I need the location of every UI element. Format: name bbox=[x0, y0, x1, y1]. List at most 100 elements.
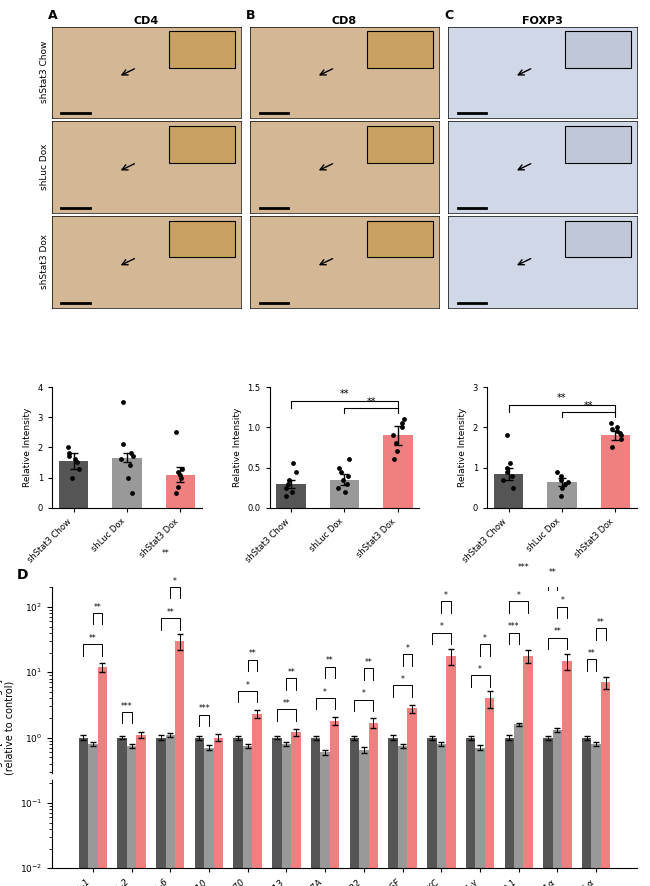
Bar bbox=[281, 786, 291, 868]
Point bbox=[508, 480, 518, 494]
Bar bbox=[252, 786, 262, 868]
Point bbox=[124, 458, 135, 472]
Point bbox=[615, 426, 625, 440]
Text: **: ** bbox=[287, 668, 295, 677]
Bar bbox=[311, 738, 320, 886]
Point bbox=[336, 464, 346, 478]
Point bbox=[506, 469, 517, 483]
Point bbox=[397, 420, 408, 434]
Text: **: ** bbox=[340, 390, 349, 400]
Text: **: ** bbox=[554, 627, 562, 636]
Y-axis label: Relative Intensity: Relative Intensity bbox=[233, 408, 242, 487]
Bar bbox=[117, 786, 127, 868]
Bar bbox=[156, 786, 166, 868]
Bar bbox=[233, 738, 243, 886]
Bar bbox=[88, 744, 97, 886]
Y-axis label: log10 [Fold change]
(relative to control): log10 [Fold change] (relative to control… bbox=[0, 680, 14, 776]
Point bbox=[499, 472, 509, 486]
Point bbox=[391, 445, 402, 459]
Text: **: ** bbox=[588, 649, 595, 658]
Point bbox=[612, 420, 623, 434]
Point bbox=[283, 472, 294, 486]
Point bbox=[74, 462, 85, 476]
Point bbox=[389, 453, 400, 467]
Bar bbox=[156, 738, 166, 886]
Bar bbox=[601, 682, 610, 886]
Bar bbox=[166, 734, 175, 886]
Bar bbox=[195, 738, 204, 886]
Bar bbox=[552, 730, 562, 886]
Text: **: ** bbox=[584, 400, 593, 411]
Bar bbox=[427, 786, 437, 868]
Bar bbox=[79, 738, 88, 886]
Point bbox=[556, 469, 566, 483]
FancyBboxPatch shape bbox=[566, 31, 631, 67]
Point bbox=[387, 428, 398, 442]
Text: *: * bbox=[444, 591, 448, 600]
Bar bbox=[276, 484, 306, 508]
Bar bbox=[543, 786, 552, 868]
FancyBboxPatch shape bbox=[367, 31, 433, 67]
Bar bbox=[136, 734, 146, 886]
Point bbox=[281, 480, 291, 494]
Bar bbox=[514, 724, 523, 886]
Y-axis label: shStat3 Dox: shStat3 Dox bbox=[40, 235, 49, 290]
Bar bbox=[311, 786, 320, 868]
Point bbox=[174, 468, 185, 482]
Bar bbox=[408, 709, 417, 886]
Point bbox=[64, 449, 74, 463]
Point bbox=[67, 470, 77, 485]
Point bbox=[502, 464, 512, 478]
Point bbox=[62, 440, 73, 455]
FancyBboxPatch shape bbox=[169, 31, 235, 67]
Text: **: ** bbox=[557, 393, 567, 403]
Text: *: * bbox=[478, 664, 482, 674]
Point bbox=[391, 436, 401, 450]
Bar bbox=[204, 748, 214, 886]
Bar bbox=[369, 723, 378, 886]
Point bbox=[287, 485, 298, 499]
Bar bbox=[592, 786, 601, 868]
Bar bbox=[485, 698, 494, 886]
Bar bbox=[127, 786, 136, 868]
Text: *: * bbox=[483, 633, 487, 642]
Bar bbox=[504, 738, 514, 886]
Bar bbox=[398, 786, 408, 868]
Bar bbox=[272, 786, 281, 868]
Point bbox=[556, 472, 567, 486]
Text: **: ** bbox=[162, 548, 170, 557]
Bar bbox=[79, 786, 88, 868]
Point bbox=[560, 477, 570, 491]
Bar bbox=[601, 435, 630, 508]
Bar bbox=[252, 714, 262, 886]
Bar bbox=[446, 786, 456, 868]
Text: *: * bbox=[246, 680, 250, 689]
Bar bbox=[437, 786, 446, 868]
FancyBboxPatch shape bbox=[169, 221, 235, 258]
Bar bbox=[359, 786, 369, 868]
Bar bbox=[592, 744, 601, 886]
Bar bbox=[320, 786, 330, 868]
Point bbox=[505, 456, 515, 470]
Bar bbox=[291, 733, 300, 886]
Text: *: * bbox=[173, 577, 177, 586]
Bar bbox=[547, 482, 577, 508]
Text: *: * bbox=[517, 591, 521, 600]
Point bbox=[126, 447, 136, 461]
Bar bbox=[117, 738, 127, 886]
Text: *: * bbox=[406, 644, 410, 653]
Point bbox=[556, 488, 566, 502]
Bar bbox=[320, 752, 330, 886]
FancyBboxPatch shape bbox=[367, 126, 433, 162]
Point bbox=[343, 477, 353, 491]
Bar bbox=[127, 746, 136, 886]
Point bbox=[177, 462, 187, 476]
Point bbox=[552, 464, 562, 478]
Bar bbox=[204, 786, 214, 868]
Text: D: D bbox=[17, 568, 29, 581]
Bar bbox=[98, 667, 107, 886]
Bar bbox=[562, 786, 572, 868]
Bar bbox=[485, 786, 494, 868]
FancyBboxPatch shape bbox=[169, 126, 235, 162]
Text: **: ** bbox=[166, 608, 174, 617]
